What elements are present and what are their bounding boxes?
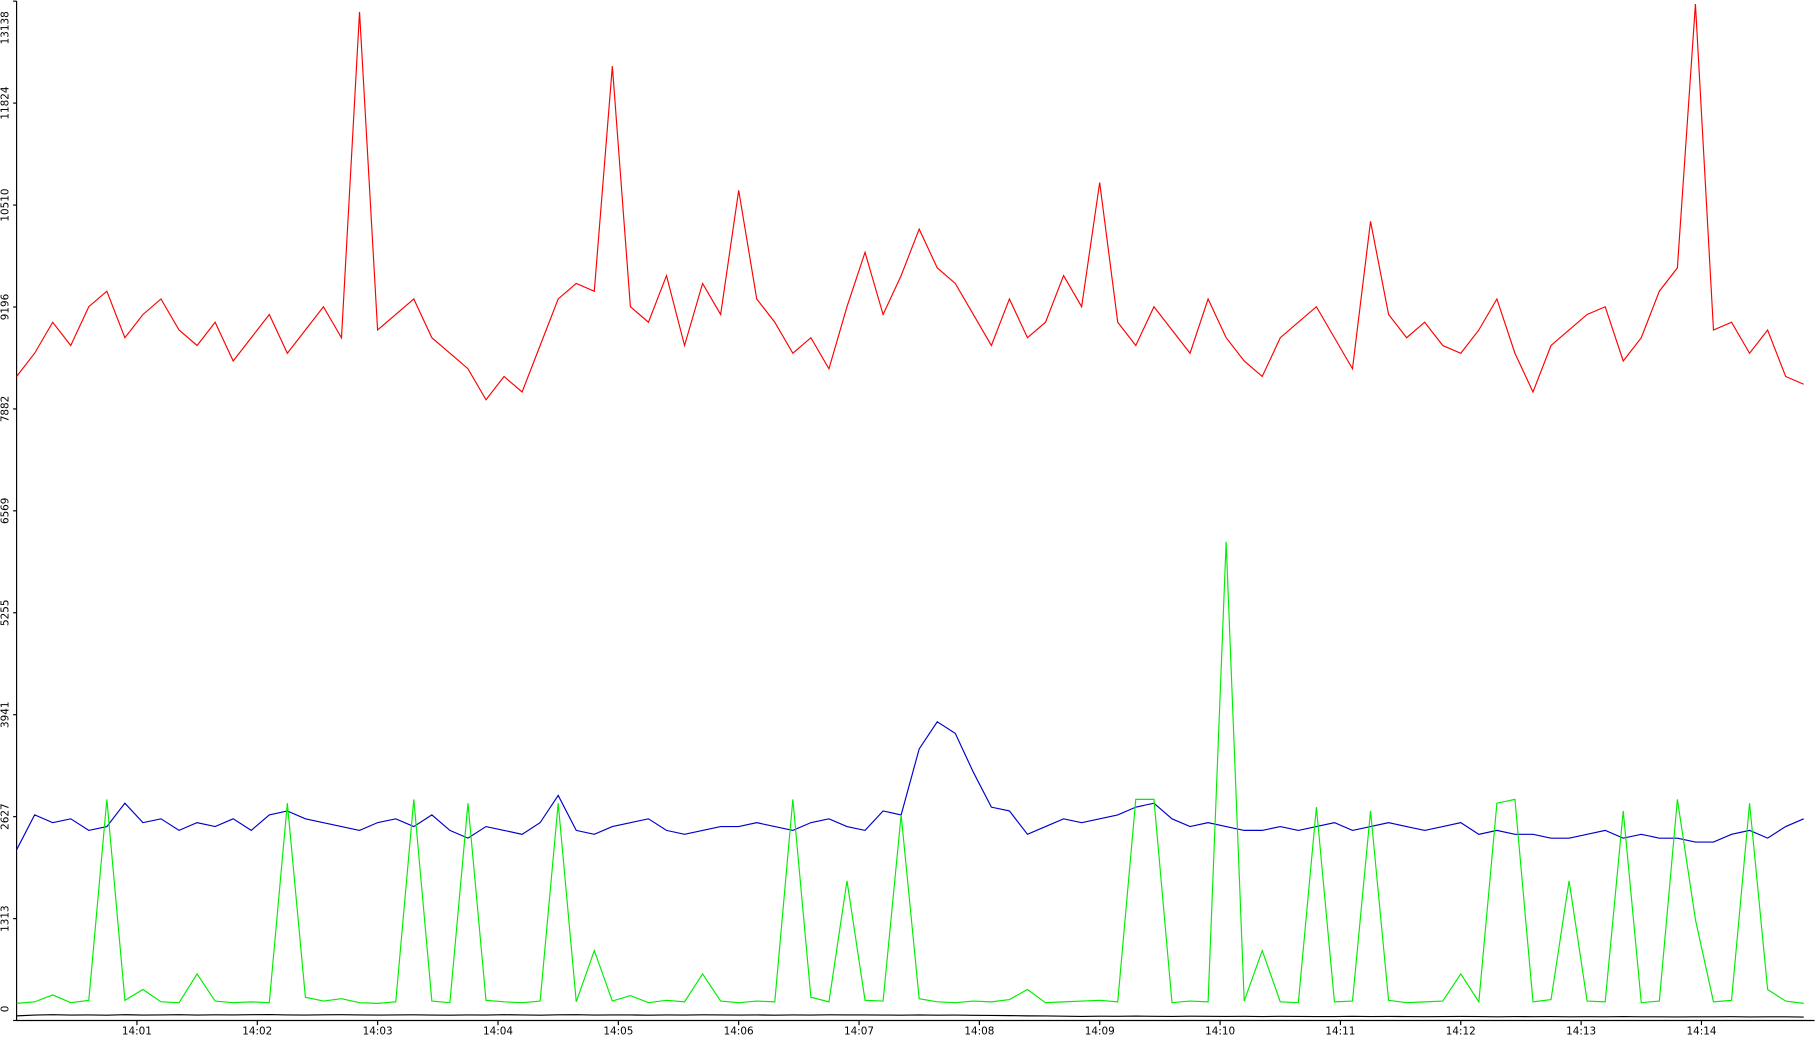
series-line bbox=[16, 541, 1804, 1004]
x-tick-label: 14:06 bbox=[724, 1025, 754, 1037]
y-tick-label: 10510 bbox=[0, 188, 11, 221]
series-line bbox=[16, 1014, 1804, 1018]
x-tick-label: 14:01 bbox=[122, 1025, 152, 1037]
x-tick-label: 14:11 bbox=[1325, 1025, 1355, 1037]
x-tick-label: 14:09 bbox=[1085, 1025, 1115, 1037]
y-tick-label: 3941 bbox=[0, 701, 11, 727]
y-tick-label: 1313 bbox=[0, 905, 11, 931]
x-tick-label: 14:13 bbox=[1566, 1025, 1596, 1037]
x-tick-label: 14:02 bbox=[242, 1025, 272, 1037]
x-tick-label: 14:10 bbox=[1205, 1025, 1235, 1037]
x-tick-label: 14:12 bbox=[1446, 1025, 1476, 1037]
series-line bbox=[16, 4, 1804, 401]
series-line bbox=[16, 720, 1804, 851]
x-tick-label: 14:04 bbox=[483, 1025, 513, 1037]
y-tick-label: 11824 bbox=[0, 86, 11, 119]
y-tick-label: 7882 bbox=[0, 396, 11, 422]
y-tick-label: 13138 bbox=[0, 11, 11, 44]
x-tick-label: 14:03 bbox=[363, 1025, 393, 1037]
x-tick-label: 14:14 bbox=[1686, 1025, 1716, 1037]
x-tick-label: 14:08 bbox=[964, 1025, 994, 1037]
y-tick-label: 0 bbox=[0, 1006, 11, 1013]
y-tick-label: 6569 bbox=[0, 498, 11, 524]
x-tick-label: 14:05 bbox=[603, 1025, 633, 1037]
y-tick-label: 9196 bbox=[0, 294, 11, 320]
y-tick-label: 5255 bbox=[0, 600, 11, 626]
y-tick-label: 2627 bbox=[0, 803, 11, 829]
x-tick-label: 14:07 bbox=[844, 1025, 874, 1037]
